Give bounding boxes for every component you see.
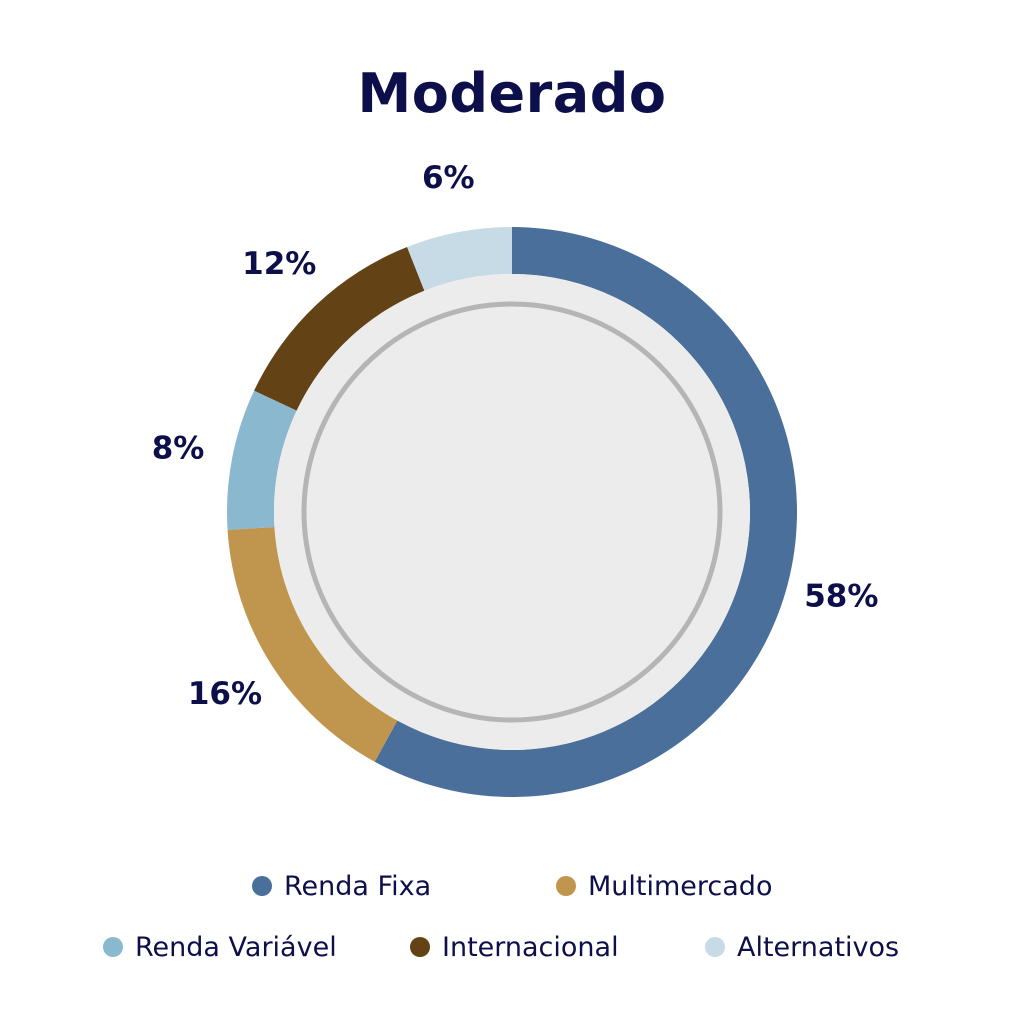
legend-swatch-renda-fixa (252, 876, 272, 896)
legend-swatch-renda-variavel (103, 937, 123, 957)
legend-label-alternativos: Alternativos (737, 931, 900, 963)
legend-label-renda-fixa: Renda Fixa (284, 870, 432, 902)
slice-multimercado (227, 526, 398, 762)
legend-label-multimercado: Multimercado (588, 870, 773, 902)
value-label-renda-fixa: 58% (804, 579, 878, 615)
value-label-renda-variavel: 8% (152, 430, 205, 466)
legend-swatch-internacional (410, 937, 430, 957)
legend-row-2: Renda Variável Internacional Alternativo… (0, 927, 1024, 967)
legend-item-renda-variavel: Renda Variável (103, 927, 337, 967)
chart-title: Moderado (357, 62, 667, 125)
legend-row-1: Renda Fixa Multimercado (0, 866, 1024, 906)
slice-renda-variavel (227, 390, 297, 530)
value-label-internacional: 12% (242, 246, 316, 282)
donut-center (274, 274, 750, 750)
value-label-alternativos: 6% (422, 160, 475, 196)
slice-alternativos (407, 227, 512, 291)
slice-renda-fixa (374, 227, 797, 797)
legend-label-internacional: Internacional (442, 931, 619, 963)
legend-item-alternativos: Alternativos (705, 927, 899, 967)
legend-item-renda-fixa: Renda Fixa (252, 866, 431, 906)
legend-item-internacional: Internacional (410, 927, 619, 967)
value-label-multimercado: 16% (188, 676, 262, 712)
legend-item-multimercado: Multimercado (556, 866, 772, 906)
legend-swatch-multimercado (556, 876, 576, 896)
legend-swatch-alternativos (705, 937, 725, 957)
slice-internacional (254, 247, 425, 411)
legend-label-renda-variavel: Renda Variável (135, 931, 337, 963)
donut-inner-ring (301, 301, 723, 723)
